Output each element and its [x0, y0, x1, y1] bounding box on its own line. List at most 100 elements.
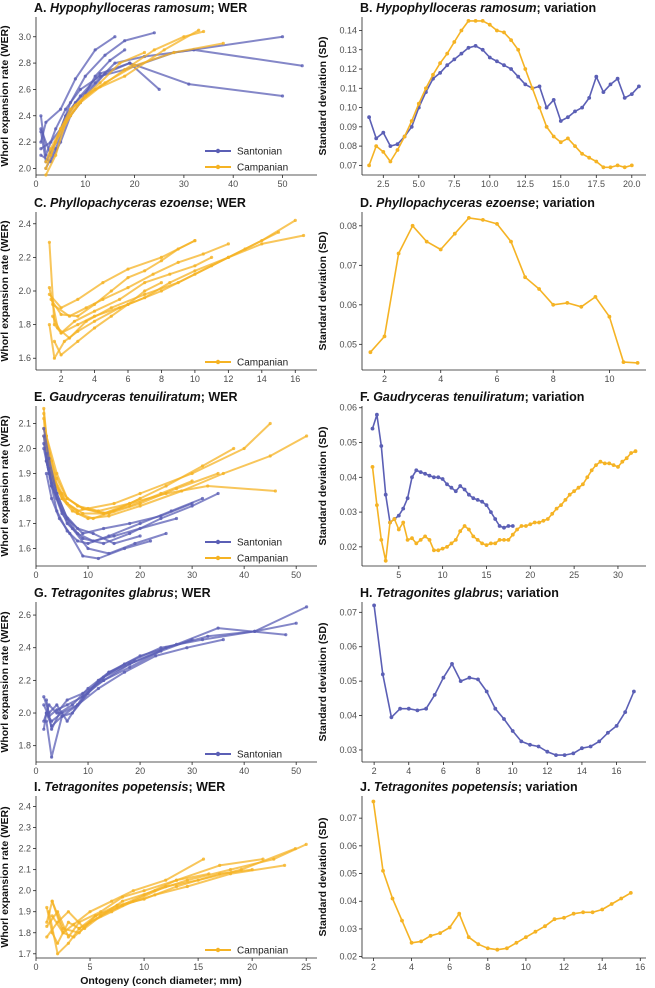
data-point: [388, 159, 393, 164]
data-point: [142, 897, 146, 901]
x-tick-label: 10: [80, 179, 90, 189]
data-point: [138, 534, 142, 538]
x-tick-label: 30: [187, 766, 197, 776]
data-point: [489, 541, 493, 546]
panel-title-part: A.: [34, 1, 50, 15]
y-tick-label: 2.3: [18, 823, 31, 833]
legend-marker: [215, 359, 221, 365]
data-point: [485, 946, 490, 951]
y-tick-label: 0.07: [339, 607, 357, 617]
series-line-campanian: [372, 801, 632, 951]
data-point: [123, 48, 127, 52]
x-tick-label: 4: [92, 374, 97, 384]
data-point: [419, 939, 423, 944]
x-tick-label: 2: [371, 962, 376, 972]
data-point: [72, 922, 76, 926]
data-point: [480, 47, 485, 52]
data-point: [519, 739, 524, 744]
data-point: [66, 941, 70, 945]
data-point: [108, 58, 112, 63]
panel-title-part: I.: [34, 780, 44, 794]
y-tick-label: 0.06: [339, 403, 357, 413]
data-point: [450, 662, 454, 666]
data-point: [109, 314, 113, 318]
data-point: [110, 899, 114, 903]
panel-title-part: Tetragonites popetensis: [374, 780, 518, 794]
data-point: [273, 489, 277, 493]
data-point: [50, 755, 54, 759]
data-point: [473, 44, 478, 48]
data-point: [54, 153, 58, 157]
data-point: [427, 473, 432, 478]
data-point: [438, 931, 442, 935]
data-point: [138, 526, 142, 531]
y-tick-label: 2.6: [18, 84, 31, 94]
data-point: [112, 534, 116, 538]
legend-label-santonian: Santonian: [237, 538, 282, 549]
x-tick-label: 10: [83, 570, 93, 580]
data-point: [495, 222, 499, 226]
data-point: [185, 646, 189, 650]
data-point: [635, 361, 640, 365]
data-point: [216, 491, 220, 496]
data-point: [42, 727, 46, 731]
data-point: [221, 471, 225, 476]
panel-title-part: ; WER: [188, 780, 225, 794]
data-point: [103, 53, 107, 57]
data-point: [484, 543, 489, 547]
data-point: [200, 496, 205, 501]
data-point: [515, 527, 519, 532]
data-point: [44, 698, 49, 702]
x-tick-label: 8: [476, 766, 481, 776]
data-point: [392, 517, 397, 521]
series-line-santonian: [39, 35, 116, 143]
x-tick-label: 15: [481, 570, 491, 580]
data-point: [78, 94, 82, 98]
data-point: [459, 28, 464, 33]
legend-label-santonian: Santonian: [237, 147, 282, 158]
data-point: [396, 251, 401, 256]
data-point: [86, 541, 90, 546]
data-point: [261, 857, 265, 861]
data-point: [510, 532, 515, 537]
data-point: [566, 115, 570, 120]
data-point: [573, 109, 577, 114]
x-tick-label: 12: [559, 962, 569, 972]
data-point: [115, 903, 119, 908]
y-tick-label: 0.05: [339, 339, 357, 349]
data-point: [424, 239, 429, 244]
panel-j: J. Tetragonites popetensis; variation 0.0…: [317, 780, 646, 972]
y-tick-label: 1.8: [18, 494, 31, 504]
data-point: [65, 496, 69, 501]
data-point: [588, 744, 593, 749]
data-point: [495, 59, 499, 64]
data-point: [423, 471, 427, 476]
data-point: [466, 45, 471, 50]
data-point: [552, 917, 557, 922]
data-point: [47, 323, 52, 327]
panel-title-part: ; WER: [174, 586, 211, 600]
panel-title-part: B.: [360, 1, 376, 15]
data-point: [418, 470, 423, 474]
data-point: [98, 81, 102, 85]
panel-title-b: B. Hypophylloceras ramosum; variation: [360, 1, 596, 15]
data-point: [452, 57, 457, 62]
y-tick-label: 2.0: [18, 286, 31, 296]
data-point: [276, 230, 281, 234]
x-tick-label: 30: [187, 570, 197, 580]
data-point: [473, 19, 478, 23]
data-point: [414, 541, 419, 546]
panel-title-e: E. Gaudryceras tenuiliratum; WER: [34, 390, 238, 404]
data-point: [45, 924, 49, 929]
data-point: [409, 119, 414, 123]
data-point: [101, 281, 105, 285]
data-point: [190, 501, 194, 506]
data-point: [107, 514, 111, 518]
x-tick-label: 40: [239, 766, 249, 776]
data-point: [91, 531, 95, 536]
data-point: [283, 863, 287, 868]
data-point: [453, 538, 458, 542]
data-point: [294, 621, 298, 625]
data-point: [128, 61, 132, 65]
